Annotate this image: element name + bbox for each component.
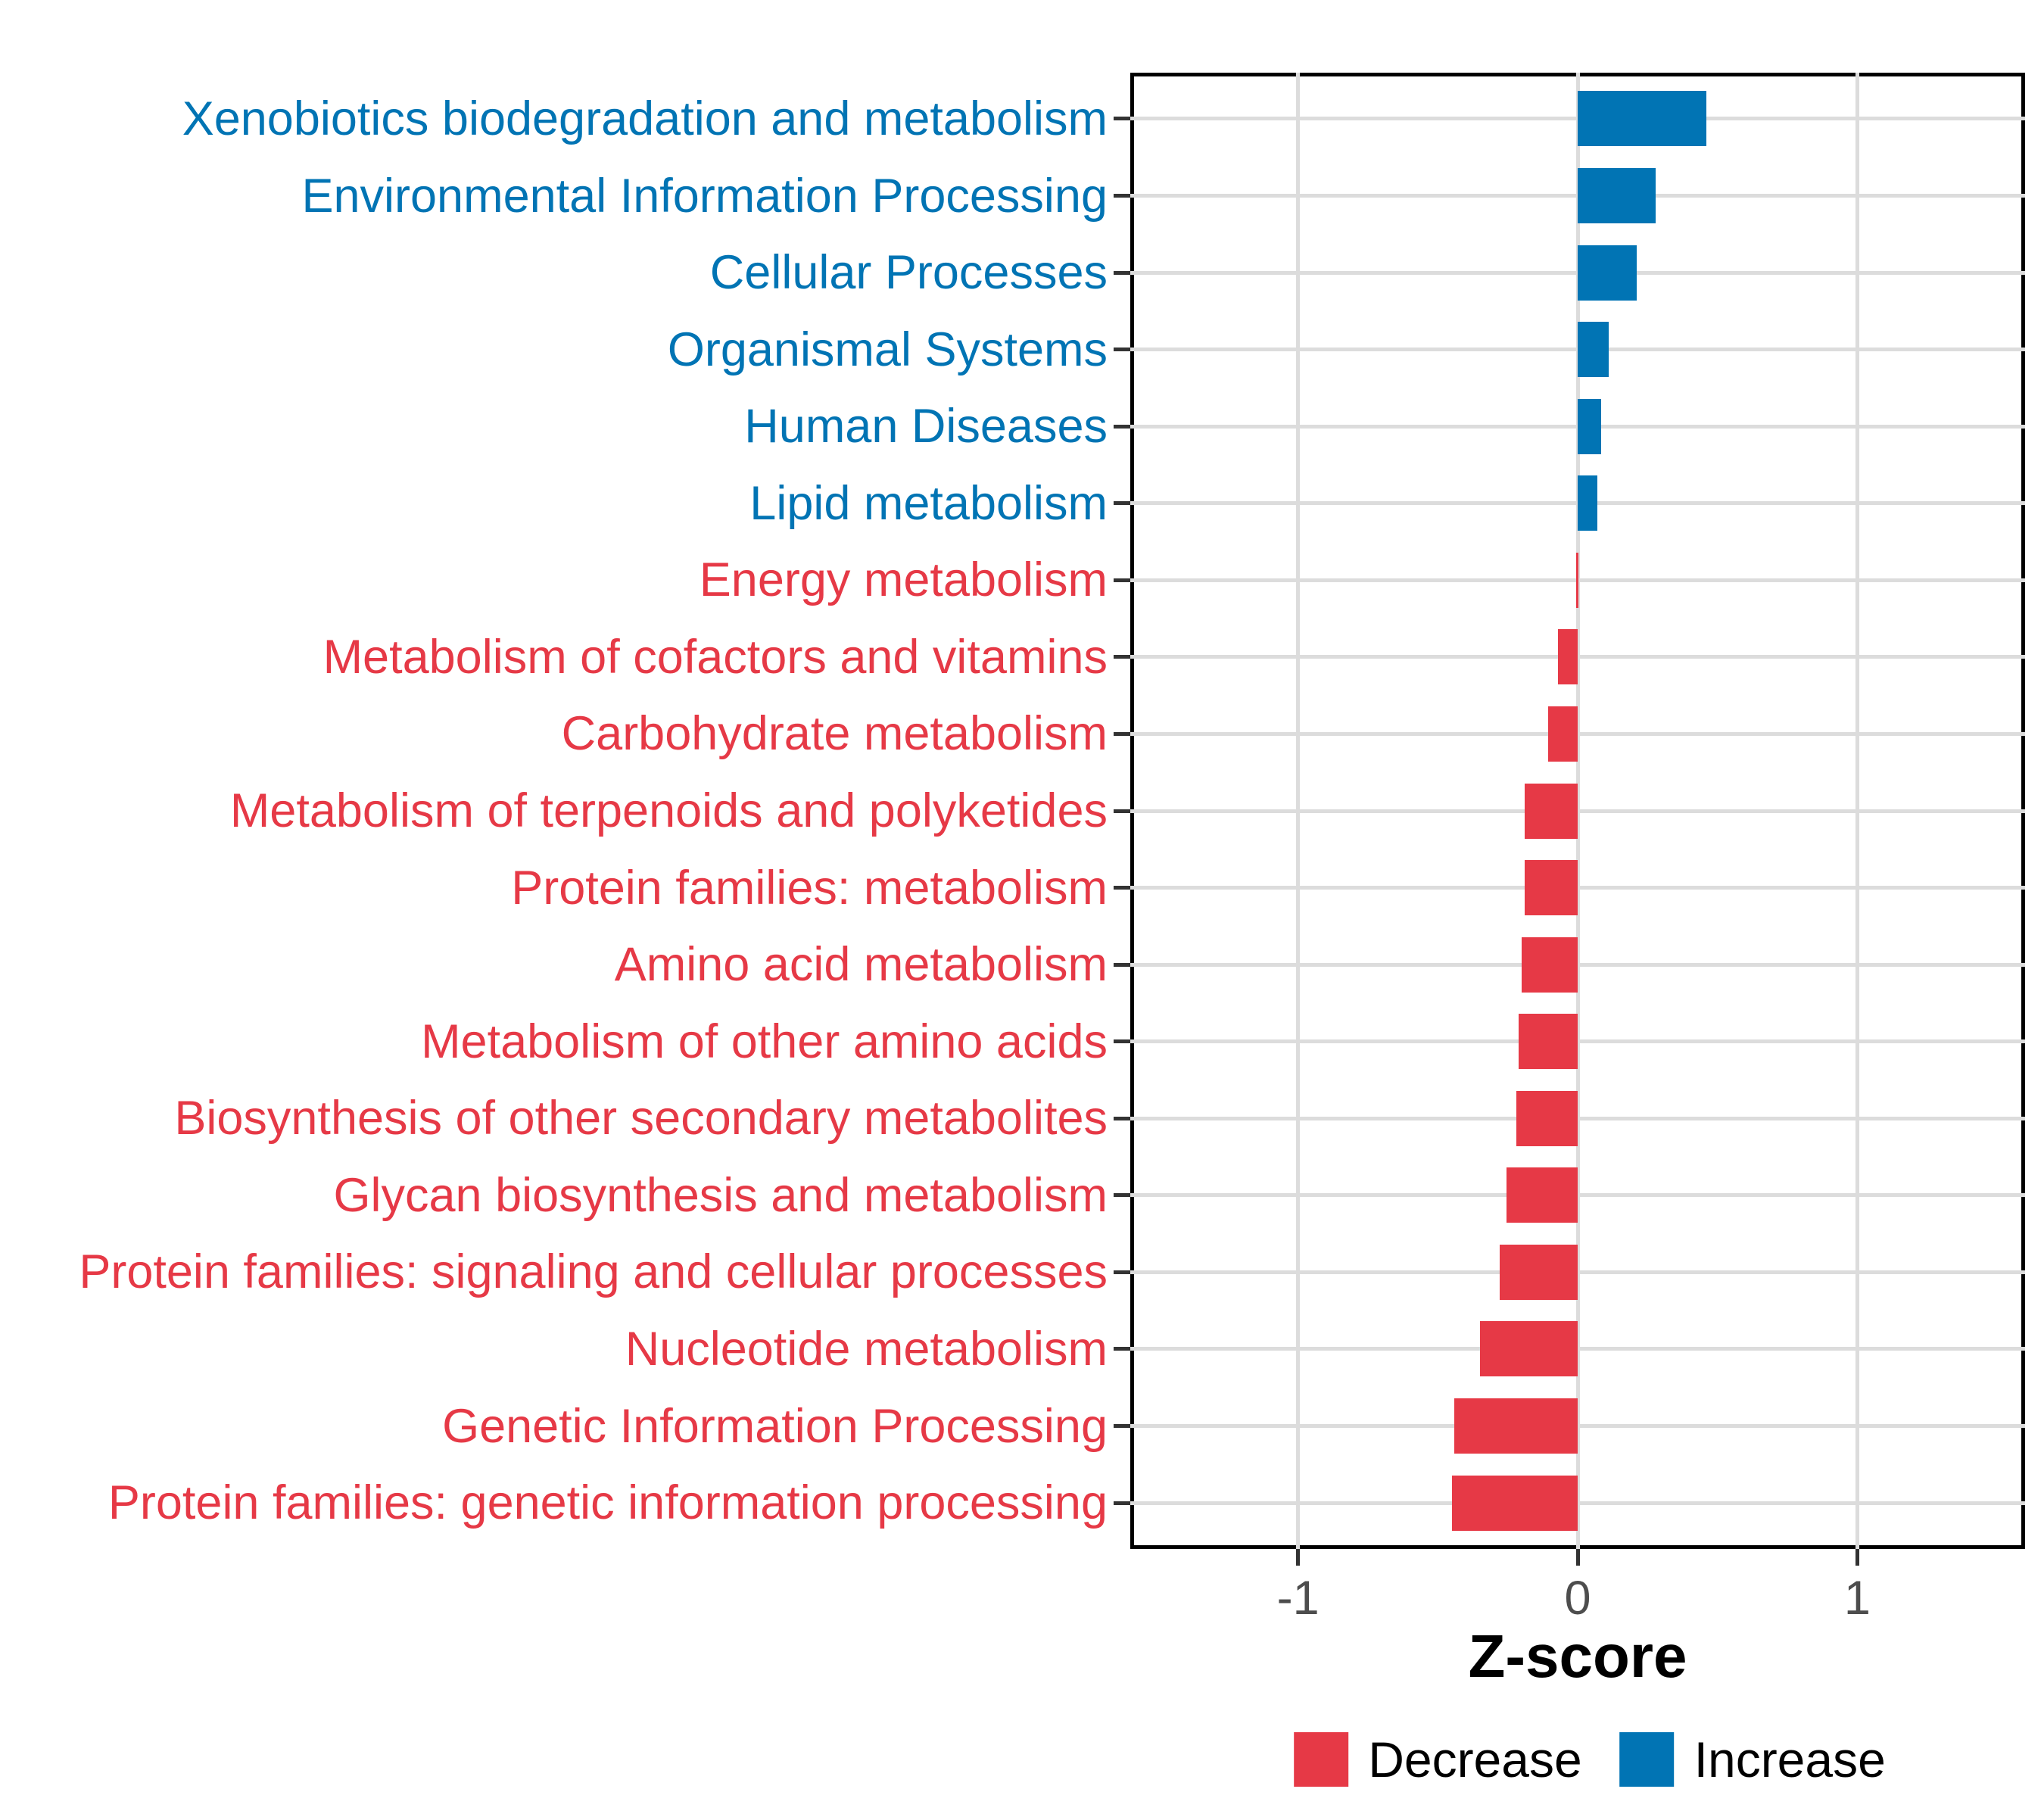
bar (1479, 1321, 1578, 1377)
y-axis-label: Organismal Systems (667, 323, 1108, 376)
bar (1548, 706, 1578, 762)
y-axis-label: Glycan biosynthesis and metabolism (333, 1168, 1108, 1222)
bar (1578, 475, 1597, 531)
x-axis-tick-label: 1 (1843, 1572, 1871, 1625)
bar (1558, 629, 1578, 685)
y-axis-label: Environmental Information Processing (301, 169, 1108, 223)
bar (1524, 783, 1578, 839)
y-axis-tick (1114, 348, 1130, 352)
y-axis-label: Cellular Processes (709, 246, 1108, 300)
legend-entry-decrease: Decrease (1294, 1731, 1582, 1788)
major-gridline-x (1296, 73, 1301, 1549)
legend-label-increase: Increase (1693, 1731, 1886, 1787)
y-axis-label: Genetic Information Processing (442, 1399, 1108, 1453)
legend-entry-increase: Increase (1619, 1731, 1886, 1788)
x-axis-tick (1575, 1549, 1580, 1566)
x-axis-tick (1855, 1549, 1859, 1566)
x-axis-tick-label: -1 (1276, 1572, 1320, 1625)
bar (1578, 398, 1602, 454)
y-axis-tick (1114, 1193, 1130, 1198)
y-axis-tick (1114, 731, 1130, 736)
y-axis-label: Nucleotide metabolism (625, 1322, 1108, 1376)
y-axis-tick (1114, 655, 1130, 659)
y-axis-label: Xenobiotics biodegradation and metabolis… (182, 92, 1108, 145)
y-axis-tick (1114, 1347, 1130, 1351)
y-axis-tick (1114, 1039, 1130, 1044)
y-axis-tick (1114, 809, 1130, 813)
y-axis-label: Amino acid metabolism (614, 938, 1108, 992)
y-axis-label: Biosynthesis of other secondary metaboli… (174, 1092, 1108, 1145)
y-axis-tick (1114, 194, 1130, 198)
bar (1519, 1014, 1578, 1070)
legend: Decrease Increase (1294, 1731, 1886, 1788)
y-axis-label: Metabolism of other amino acids (421, 1014, 1108, 1068)
y-axis-tick (1114, 578, 1130, 582)
y-axis-label: Lipid metabolism (749, 476, 1108, 530)
bar (1506, 1167, 1578, 1223)
bar (1578, 322, 1609, 378)
x-axis-tick-label: 0 (1564, 1572, 1591, 1625)
major-gridline-x (1575, 73, 1580, 1549)
bar (1578, 91, 1706, 147)
legend-label-decrease: Decrease (1368, 1731, 1582, 1787)
y-axis-tick (1114, 117, 1130, 121)
bar (1516, 1090, 1578, 1146)
bar (1451, 1475, 1578, 1531)
bar (1578, 168, 1656, 223)
y-axis-tick (1114, 1424, 1130, 1428)
legend-key-increase-swatch (1619, 1732, 1675, 1787)
bar (1576, 552, 1578, 608)
bar (1578, 245, 1637, 301)
bar (1454, 1398, 1578, 1454)
y-axis-label: Metabolism of terpenoids and polyketides (229, 784, 1108, 837)
y-axis-label: Protein families: metabolism (511, 861, 1108, 915)
y-axis-tick (1114, 1270, 1130, 1274)
bar (1522, 937, 1578, 993)
y-axis-label: Carbohydrate metabolism (561, 707, 1108, 761)
y-axis-tick (1114, 962, 1130, 967)
y-axis-tick (1114, 424, 1130, 429)
y-axis-tick (1114, 886, 1130, 890)
y-axis-tick (1114, 1116, 1130, 1120)
y-axis-tick (1114, 501, 1130, 506)
y-axis-label: Protein families: genetic information pr… (107, 1476, 1108, 1530)
y-axis-tick (1114, 1501, 1130, 1505)
y-axis-label: Human Diseases (744, 400, 1108, 453)
y-axis-tick (1114, 270, 1130, 275)
y-axis-label: Metabolism of cofactors and vitamins (322, 630, 1108, 684)
bar (1524, 860, 1578, 916)
major-gridline-x (1855, 73, 1859, 1549)
legend-key-decrease-swatch (1294, 1732, 1349, 1787)
x-axis-tick (1296, 1549, 1301, 1566)
y-axis-label: Protein families: signaling and cellular… (79, 1245, 1108, 1299)
y-axis-label: Energy metabolism (699, 553, 1108, 607)
bar (1499, 1244, 1578, 1300)
x-axis-title: Z-score (1468, 1622, 1687, 1690)
